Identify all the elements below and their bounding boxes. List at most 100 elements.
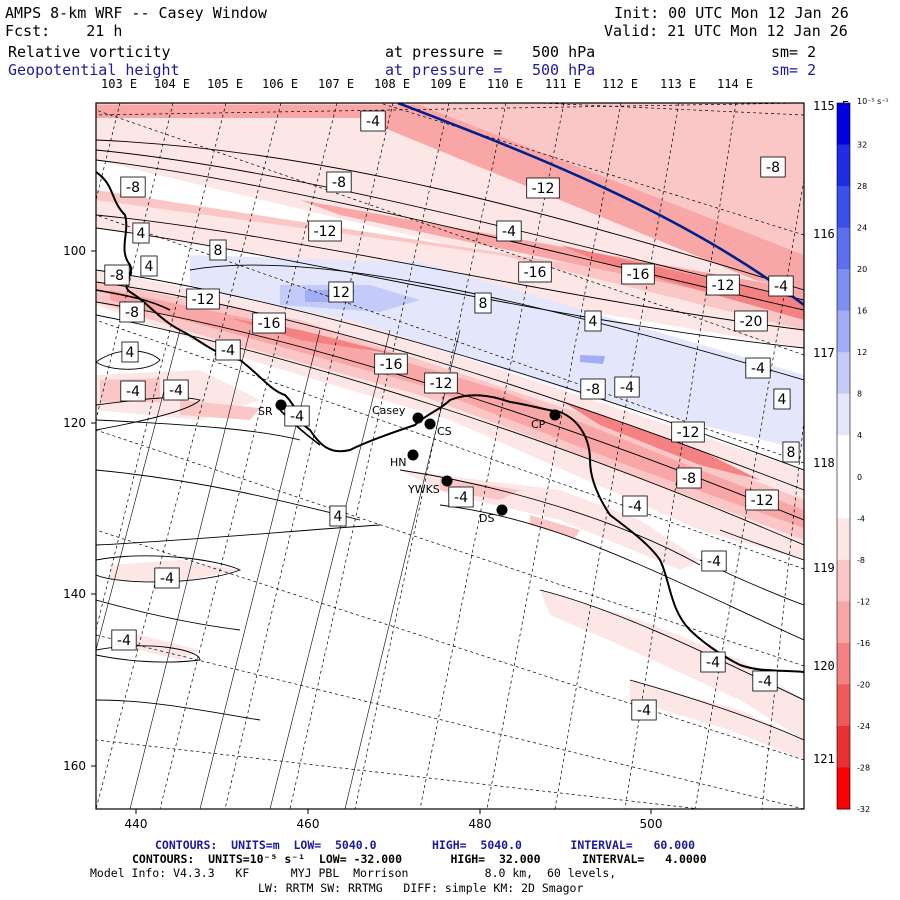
colorbar-label: 28 (857, 182, 867, 191)
colorbar-label: 8 (857, 390, 862, 399)
field1-smoothing: sm= 2 (771, 43, 817, 61)
svg-text:4: 4 (589, 314, 598, 330)
lon-label: 108 E (374, 77, 411, 91)
colorbar-cell (837, 767, 850, 810)
svg-text:-12: -12 (532, 181, 555, 197)
svg-text:-4: -4 (117, 633, 131, 649)
field1-name: Relative vorticity (8, 43, 171, 61)
contour-label: -8 (760, 156, 786, 178)
colorbar-cell (837, 518, 850, 561)
contour-label: 4 (584, 310, 602, 332)
station-ywks: YWKS (407, 475, 453, 496)
svg-text:-4: -4 (707, 554, 721, 570)
contour-label: -4 (215, 339, 241, 361)
station-label: Casey (372, 404, 406, 417)
contour-label: -8 (120, 176, 146, 198)
coastline (96, 171, 804, 673)
svg-text:8: 8 (214, 243, 223, 259)
colorbar-cell (837, 684, 850, 727)
svg-text:-4: -4 (751, 361, 765, 377)
contour-label: -12 (186, 288, 220, 310)
svg-text:-8: -8 (126, 180, 140, 196)
station-label: YWKS (407, 483, 440, 496)
contour-label: -4 (768, 275, 794, 297)
footer-physics: LW: RRTM SW: RRTMG DIFF: simple KM: 2D S… (258, 881, 584, 895)
contour-label: 12 (328, 281, 354, 303)
svg-text:-4: -4 (620, 380, 634, 396)
colorbar-label: 24 (857, 224, 867, 233)
contour-label: 8 (209, 239, 227, 261)
lon-label: 103 E (101, 77, 138, 91)
x-tick-label: 500 (640, 817, 663, 831)
x-axis: 440 460 480 500 (125, 809, 663, 831)
station-marker (549, 409, 561, 421)
footer-vorticity-contours: CONTOURS: UNITS=10⁻⁵ s⁻¹ LOW= -32.000 HI… (132, 852, 707, 866)
contour-label: -16 (518, 261, 552, 283)
colorbar-unit: 10⁻⁵ s⁻¹ (857, 97, 889, 106)
contour-label: 4 (121, 341, 139, 363)
colorbar-label: 20 (857, 265, 867, 274)
field2-level-label: at pressure = (385, 61, 503, 79)
station-marker (407, 449, 419, 461)
lon-label: 114 E (717, 77, 754, 91)
svg-text:-8: -8 (586, 382, 600, 398)
svg-text:-4: -4 (126, 384, 140, 400)
contour-label: -16 (252, 312, 286, 334)
lon-label: 105 E (207, 77, 244, 91)
station-label: CP (531, 418, 546, 431)
colorbar-label: -24 (857, 722, 870, 731)
contour-label: -8 (119, 301, 145, 323)
contour-label: -4 (614, 376, 640, 398)
x-tick-label: 440 (125, 817, 148, 831)
lon-label: 110 E (487, 77, 524, 91)
contour-label: -16 (621, 263, 655, 285)
contour-label: 4 (132, 222, 150, 244)
svg-text:-20: -20 (740, 314, 763, 330)
contour-label: 4 (773, 388, 791, 410)
svg-text:-4: -4 (160, 571, 174, 587)
contour-label: -16 (374, 353, 408, 375)
svg-text:-12: -12 (751, 493, 774, 509)
contour-label: 8 (782, 441, 800, 463)
svg-text:4: 4 (126, 345, 135, 361)
contour-label: -8 (580, 378, 606, 400)
contour-label: -4 (360, 110, 386, 132)
lon-label: 112 E (602, 77, 639, 91)
colorbar-cell (837, 642, 850, 685)
contour-label: -8 (104, 264, 130, 286)
svg-text:4: 4 (145, 259, 154, 275)
colorbar-cell (837, 186, 850, 229)
field1-level: 500 hPa (532, 43, 596, 61)
colorbar: 32 28 24 20 16 12 8 4 0 -4 -8 -12 -16 -20 -24 -28 -32 (836, 102, 870, 814)
lon-label: 104 E (154, 77, 191, 91)
geopotential-height-contour (397, 103, 804, 307)
field2-smoothing: sm= 2 (771, 61, 817, 79)
colorbar-label: -12 (857, 597, 870, 606)
svg-text:-4: -4 (366, 114, 380, 130)
contour-label: -4 (745, 357, 771, 379)
init-time: Init: 00 UTC Mon 12 Jan 26 (614, 4, 849, 22)
svg-text:-4: -4 (706, 655, 720, 671)
svg-text:-4: -4 (290, 409, 304, 425)
colorbar-cell (837, 725, 850, 768)
svg-text:-16: -16 (524, 265, 547, 281)
lon-label: 107 E (318, 77, 355, 91)
colorbar-label: 0 (857, 473, 862, 482)
station-label: CS (437, 425, 452, 438)
colorbar-cell (837, 435, 850, 478)
svg-text:-8: -8 (766, 160, 780, 176)
colorbar-label: 16 (857, 307, 867, 316)
svg-text:-4: -4 (454, 490, 468, 506)
contour-label: -4 (163, 379, 189, 401)
valid-time: Valid: 21 UTC Mon 12 Jan 26 (604, 22, 848, 40)
svg-text:-8: -8 (110, 268, 124, 284)
y-tick-label: 120 (63, 416, 86, 430)
svg-text:4: 4 (137, 226, 146, 242)
x-tick-label: 480 (469, 817, 492, 831)
contour-label: -4 (622, 495, 648, 517)
contour-label: -4 (496, 220, 522, 242)
y-tick-label: 140 (63, 587, 86, 601)
station-casey: Casey (372, 404, 424, 424)
